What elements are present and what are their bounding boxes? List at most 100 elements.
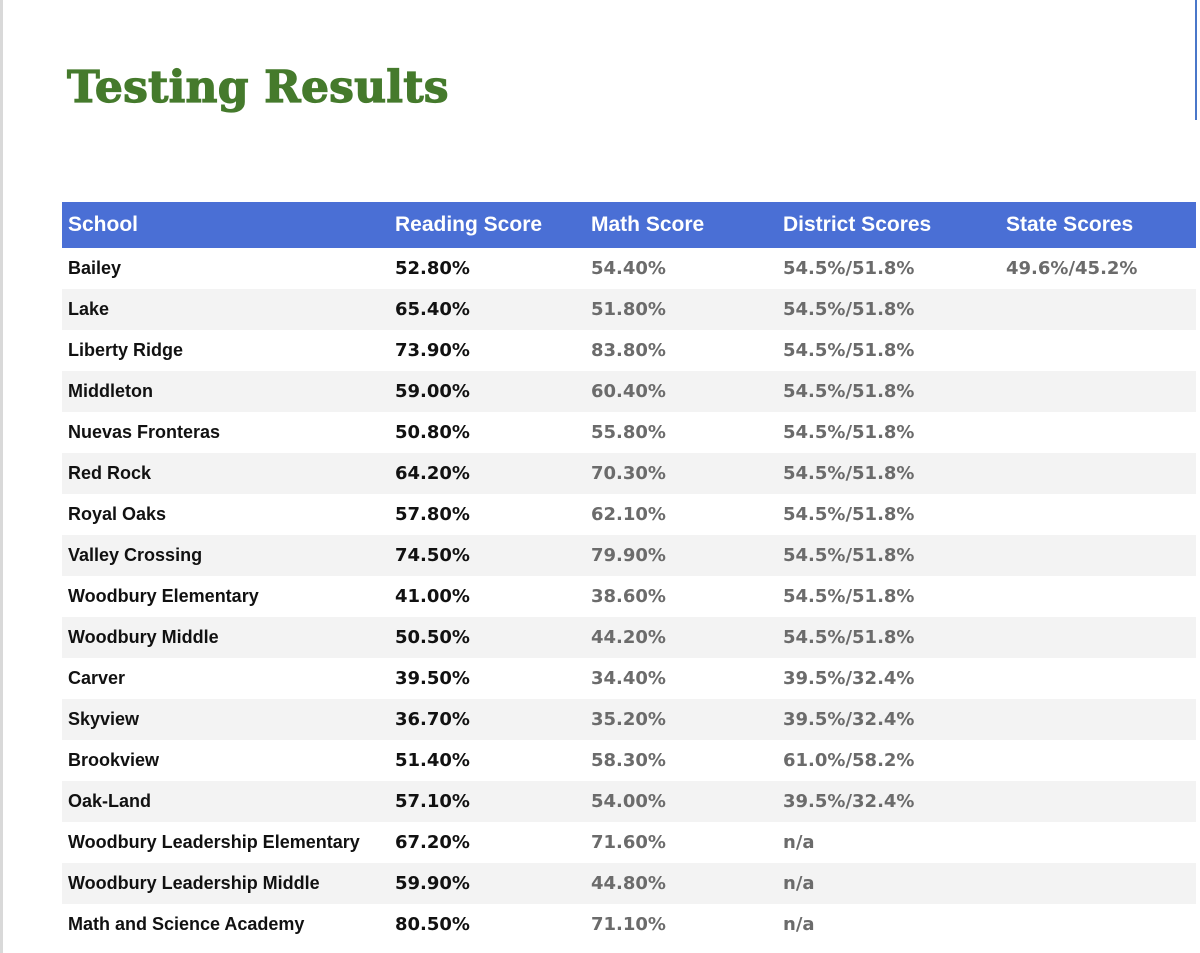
page-title: Testing Results [66, 61, 449, 113]
table-row: Oak-Land 57.10% 54.00% 39.5%/32.4% [62, 781, 1196, 822]
school-name-cell: Brookview [68, 750, 160, 770]
header-row: School Reading Score Math Score District… [62, 202, 1196, 248]
district-scores-cell: 54.5%/51.8% [783, 340, 915, 361]
school-name-cell: Math and Science Academy [68, 914, 305, 934]
table-row: Royal Oaks 57.80% 62.10% 54.5%/51.8% [62, 494, 1196, 535]
reading-score-cell: 73.90% [395, 340, 470, 361]
school-name-cell: Bailey [68, 258, 122, 278]
math-score-cell: 38.60% [591, 586, 666, 607]
school-name-cell: Nuevas Fronteras [68, 422, 221, 442]
math-score-cell: 54.00% [591, 791, 666, 812]
reading-score-cell: 57.10% [395, 791, 470, 812]
district-scores-cell: 39.5%/32.4% [783, 668, 915, 689]
district-scores-cell: 54.5%/51.8% [783, 627, 915, 648]
state-scores-cell [1000, 289, 1196, 330]
math-score-cell: 71.60% [591, 832, 666, 853]
math-score-cell: 71.10% [591, 914, 666, 935]
table-row: Nuevas Fronteras 50.80% 55.80% 54.5%/51.8% [62, 412, 1196, 453]
school-name-cell: Royal Oaks [68, 504, 167, 524]
state-scores-cell [1000, 412, 1196, 453]
math-score-cell: 54.40% [591, 258, 666, 279]
district-scores-cell: 54.5%/51.8% [783, 381, 915, 402]
table-row: Math and Science Academy 80.50% 71.10% n/a [62, 904, 1196, 945]
reading-score-cell: 41.00% [395, 586, 470, 607]
state-scores-cell [1000, 781, 1196, 822]
state-scores-cell [1000, 863, 1196, 904]
left-margin-rule [0, 0, 3, 953]
table-header: School Reading Score Math Score District… [62, 202, 1196, 248]
math-score-cell: 79.90% [591, 545, 666, 566]
state-scores-cell [1000, 535, 1196, 576]
district-scores-cell: 54.5%/51.8% [783, 586, 915, 607]
reading-score-cell: 50.50% [395, 627, 470, 648]
header-district-scores: District Scores [783, 213, 932, 236]
header-school: School [68, 213, 139, 236]
reading-score-cell: 36.70% [395, 709, 470, 730]
school-name-cell: Liberty Ridge [68, 340, 184, 360]
school-name-cell: Woodbury Leadership Middle [68, 873, 320, 893]
reading-score-cell: 39.50% [395, 668, 470, 689]
district-scores-cell: 39.5%/32.4% [783, 709, 915, 730]
state-scores-cell [1000, 330, 1196, 371]
state-scores-cell [1000, 576, 1196, 617]
header-reading-score: Reading Score [395, 213, 543, 236]
district-scores-cell: 54.5%/51.8% [783, 463, 915, 484]
math-score-cell: 34.40% [591, 668, 666, 689]
school-name-cell: Carver [68, 668, 126, 688]
reading-score-cell: 50.80% [395, 422, 470, 443]
table-row: Brookview 51.40% 58.30% 61.0%/58.2% [62, 740, 1196, 781]
math-score-cell: 44.80% [591, 873, 666, 894]
school-name-cell: Oak-Land [68, 791, 152, 811]
header-state-scores: State Scores [1006, 213, 1134, 236]
district-scores-cell: n/a [783, 832, 815, 853]
state-scores-cell [1000, 617, 1196, 658]
table-row: Bailey 52.80% 54.40% 54.5%/51.8% 49.6%/45.2% [62, 248, 1196, 289]
table-row: Middleton 59.00% 60.40% 54.5%/51.8% [62, 371, 1196, 412]
district-scores-cell: 54.5%/51.8% [783, 422, 915, 443]
state-scores-cell [1000, 658, 1196, 699]
math-score-cell: 60.40% [591, 381, 666, 402]
reading-score-cell: 74.50% [395, 545, 470, 566]
reading-score-cell: 80.50% [395, 914, 470, 935]
table-row: Skyview 36.70% 35.20% 39.5%/32.4% [62, 699, 1196, 740]
reading-score-cell: 52.80% [395, 258, 470, 279]
reading-score-cell: 59.90% [395, 873, 470, 894]
school-name-cell: Skyview [68, 709, 140, 729]
table-body: Bailey 52.80% 54.40% 54.5%/51.8% 49.6%/45.2%… [62, 248, 1196, 945]
school-name-cell: Woodbury Elementary [68, 586, 259, 606]
table-row: Woodbury Middle 50.50% 44.20% 54.5%/51.8% [62, 617, 1196, 658]
math-score-cell: 35.20% [591, 709, 666, 730]
math-score-cell: 51.80% [591, 299, 666, 320]
reading-score-cell: 51.40% [395, 750, 470, 771]
math-score-cell: 58.30% [591, 750, 666, 771]
math-score-cell: 62.10% [591, 504, 666, 525]
table-row: Carver 39.50% 34.40% 39.5%/32.4% [62, 658, 1196, 699]
table-row: Woodbury Leadership Elementary 67.20% 71.6… [62, 822, 1196, 863]
school-name-cell: Middleton [68, 381, 153, 401]
reading-score-cell: 67.20% [395, 832, 470, 853]
state-scores-cell [1000, 822, 1196, 863]
table-row: Liberty Ridge 73.90% 83.80% 54.5%/51.8% [62, 330, 1196, 371]
district-scores-cell: 54.5%/51.8% [783, 545, 915, 566]
school-name-cell: Red Rock [68, 463, 152, 483]
school-name-cell: Woodbury Leadership Elementary [68, 832, 360, 852]
state-scores-cell [1000, 904, 1196, 945]
school-name-cell: Woodbury Middle [68, 627, 219, 647]
math-score-cell: 55.80% [591, 422, 666, 443]
testing-results-table: School Reading Score Math Score District… [62, 202, 1196, 945]
reading-score-cell: 64.20% [395, 463, 470, 484]
table-row: Red Rock 64.20% 70.30% 54.5%/51.8% [62, 453, 1196, 494]
math-score-cell: 83.80% [591, 340, 666, 361]
state-scores-cell: 49.6%/45.2% [1006, 258, 1138, 279]
math-score-cell: 44.20% [591, 627, 666, 648]
math-score-cell: 70.30% [591, 463, 666, 484]
school-name-cell: Valley Crossing [68, 545, 203, 565]
reading-score-cell: 59.00% [395, 381, 470, 402]
school-name-cell: Lake [68, 299, 110, 319]
district-scores-cell: 54.5%/51.8% [783, 299, 915, 320]
table-row: Valley Crossing 74.50% 79.90% 54.5%/51.8% [62, 535, 1196, 576]
district-scores-cell: 39.5%/32.4% [783, 791, 915, 812]
table-row: Woodbury Leadership Middle 59.90% 44.80% n/… [62, 863, 1196, 904]
state-scores-cell [1000, 699, 1196, 740]
table-row: Woodbury Elementary 41.00% 38.60% 54.5%/51.… [62, 576, 1196, 617]
